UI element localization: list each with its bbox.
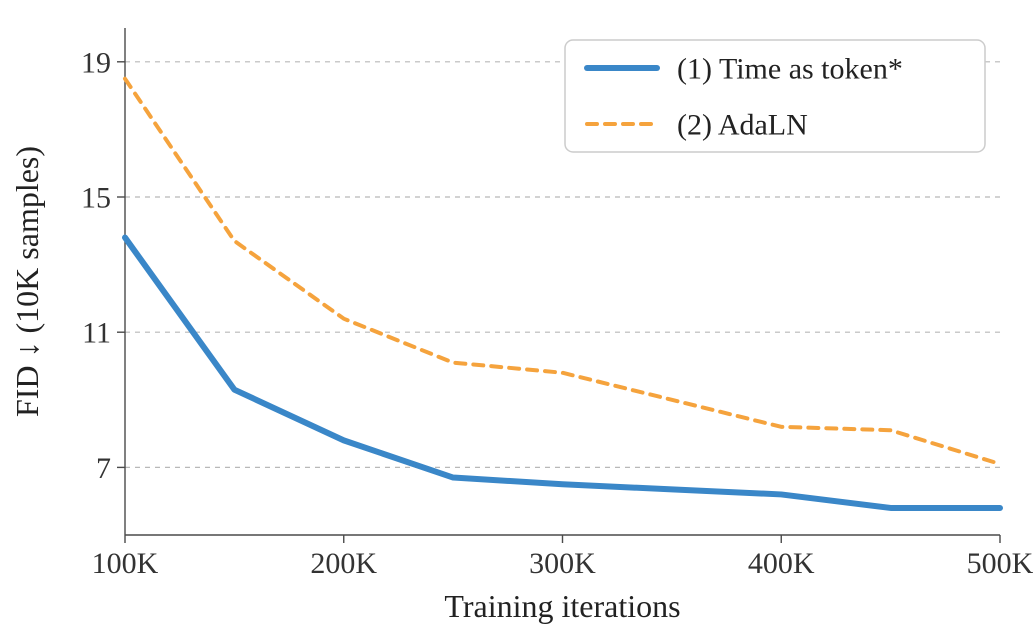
x-axis-label: Training iterations [444,588,680,624]
y-tick-label: 7 [96,452,111,485]
line-chart: 100K 200K 300K 400K 500K 7 11 15 19 Training it… [0,0,1034,627]
x-tick-label: 500K [967,547,1034,580]
y-tick-label: 15 [81,182,111,215]
x-tick-label: 300K [529,547,596,580]
legend-label: (2) AdaLN [677,109,808,142]
x-tick-label: 100K [92,547,159,580]
chart-container: 100K 200K 300K 400K 500K 7 11 15 19 Training it… [0,0,1034,627]
y-tick-label: 11 [82,317,111,350]
legend: (1) Time as token* (2) AdaLN [565,40,985,152]
y-tick-label: 19 [81,46,111,79]
legend-label: (1) Time as token* [677,53,903,86]
x-tick-label: 400K [748,547,815,580]
x-tick-label: 200K [310,547,377,580]
y-axis-label: FID ↓ (10K samples) [9,146,45,417]
